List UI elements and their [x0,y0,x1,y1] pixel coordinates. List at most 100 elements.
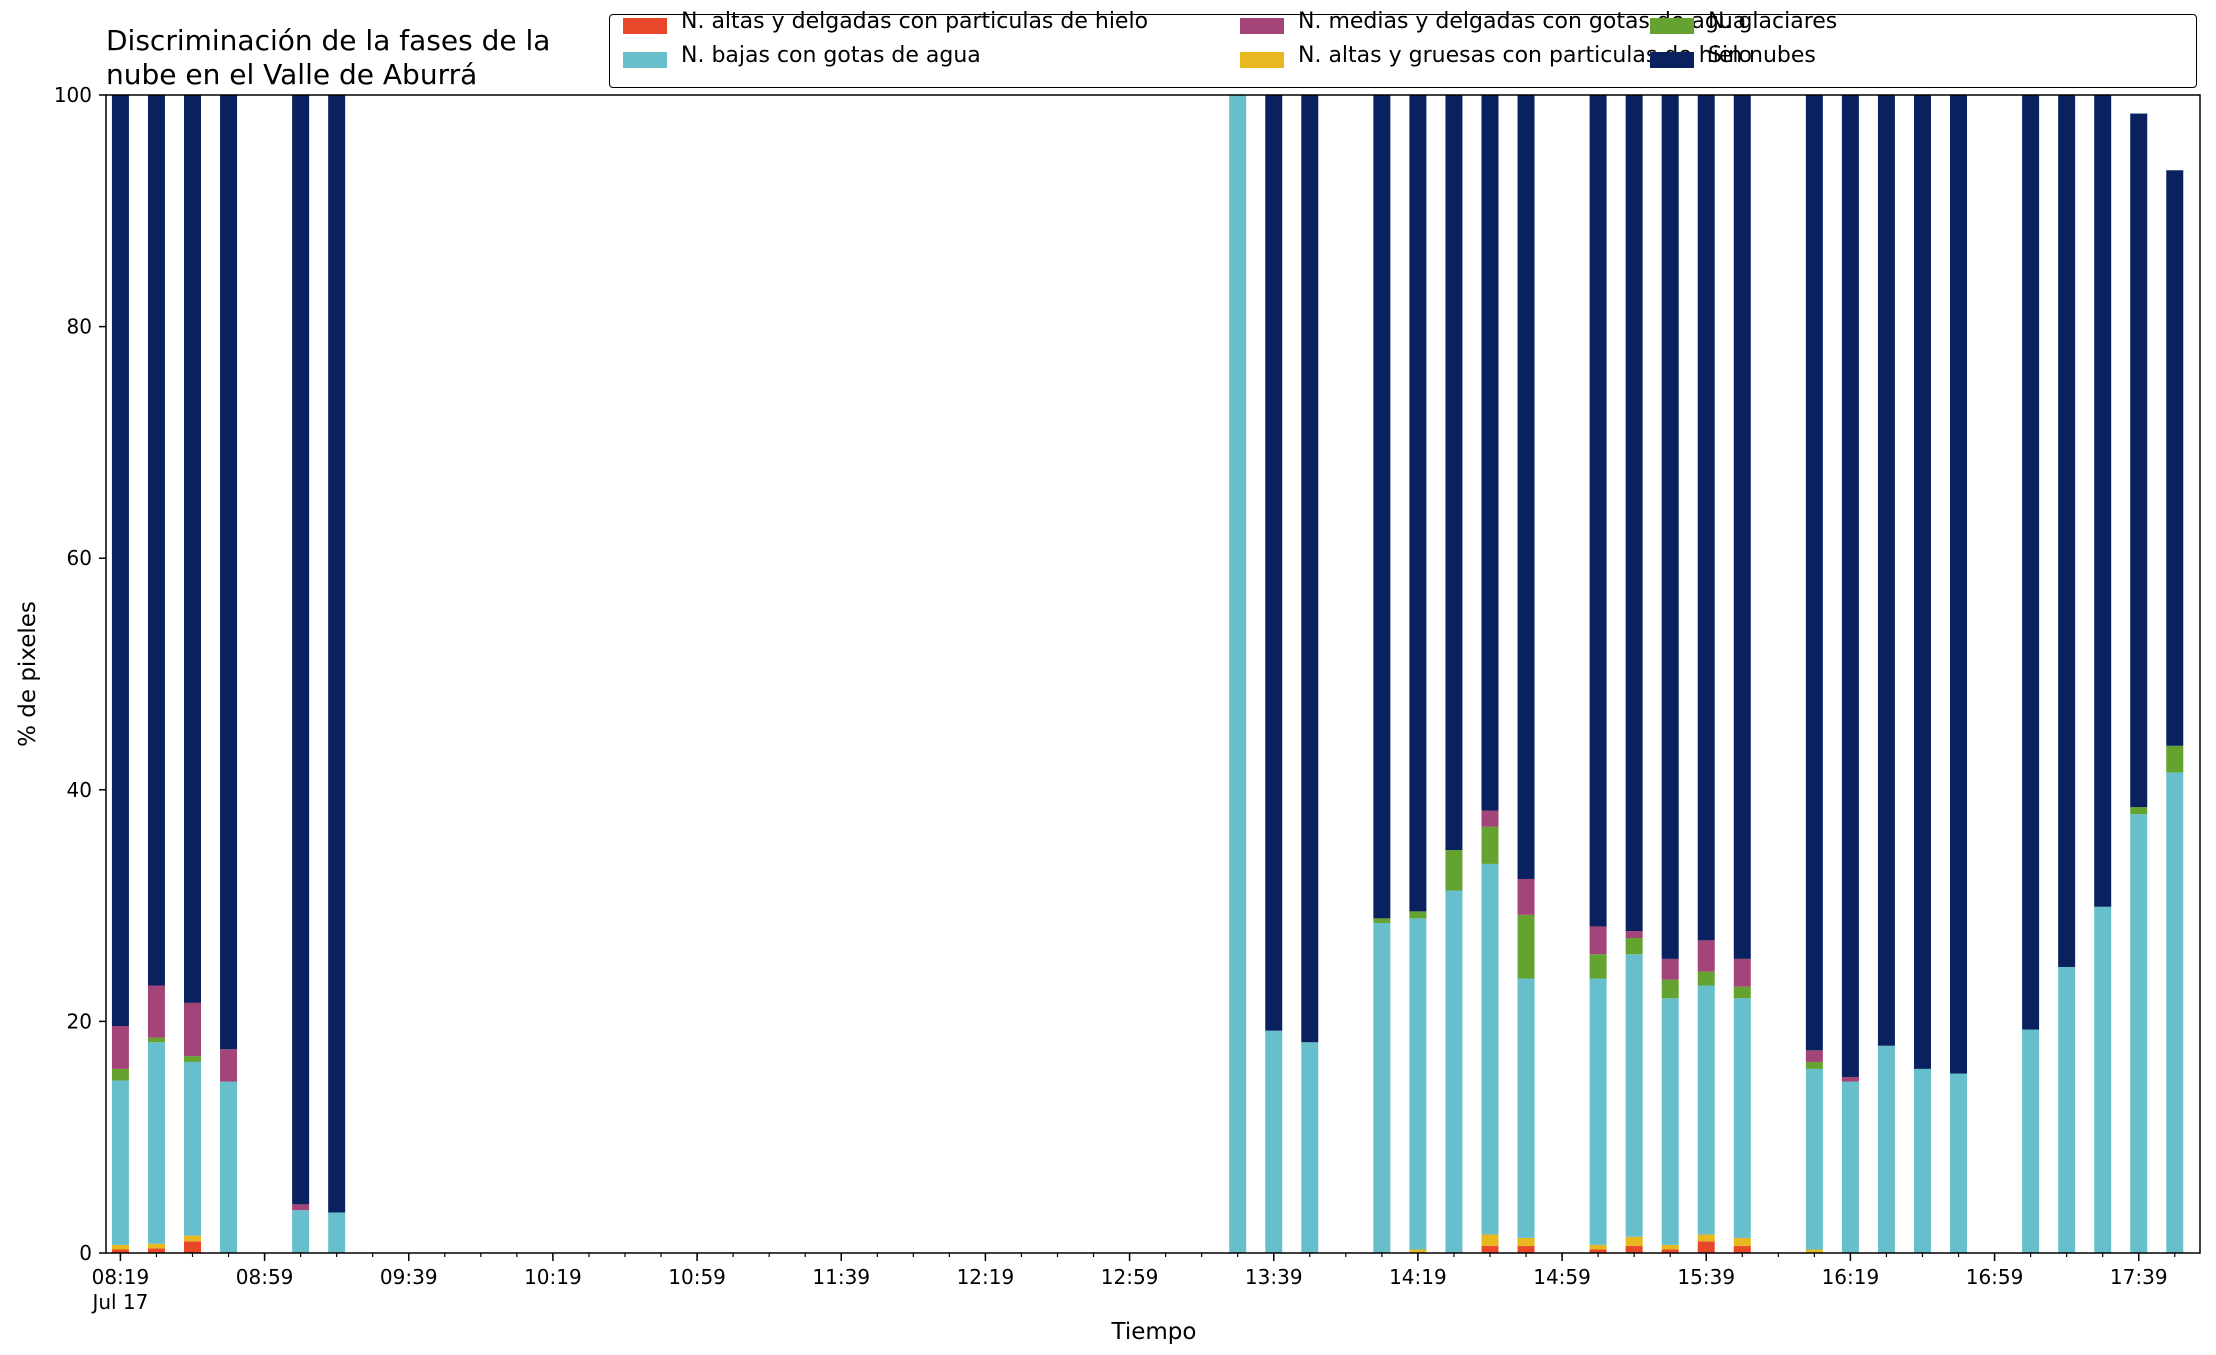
bar-segment-1609-s2 [1805,1068,1823,1250]
bar-segment-1429-s3 [1445,850,1463,891]
x-tick-label: 17:39 [2110,1265,2168,1289]
legend-swatch [1240,52,1284,68]
bar-segment-0909-s5 [292,95,310,1205]
legend-label: N. glaciares [1708,9,1838,34]
bar-segment-1409-s3 [1373,918,1391,923]
bar-segment-1729-s2 [2094,906,2112,1253]
bar-segment-1339-s5 [1265,95,1283,1031]
bar-segment-0829-s4 [147,985,165,1038]
bar-segment-1449-s2 [1517,978,1535,1238]
bar-segment-1529-s0 [1661,1249,1679,1253]
bar-segment-1609-s1 [1805,1249,1823,1253]
bar-segment-1409-s2 [1373,922,1391,1253]
bar-segment-1749-s3 [2166,745,2184,773]
bar-segment-1749-s5 [2166,170,2184,746]
bar-segment-1519-s5 [1625,95,1643,932]
bar-segment-0839-s2 [184,1061,201,1236]
bar-segment-0839-s5 [184,95,201,1003]
bar-segment-0829-s2 [147,1042,165,1244]
bar-segment-0819-s5 [111,95,129,1027]
bar-segment-1549-s0 [1733,1246,1751,1253]
x-tick-label: 16:59 [1966,1265,2024,1289]
bar-segment-1609-s5 [1805,95,1823,1051]
bar-segment-1509-s5 [1589,95,1607,927]
bar-segment-1709-s5 [2022,95,2040,1030]
bar-segment-1739-s3 [2130,807,2148,815]
bar-segment-1529-s2 [1661,998,1679,1245]
x-tick-label: 13:39 [1245,1265,1303,1289]
y-tick-label: 0 [79,1241,92,1265]
bar-segment-0909-s4 [292,1204,310,1211]
bar-segment-1539-s3 [1697,971,1715,986]
bar-segment-1429-s2 [1445,890,1463,1253]
bar-segment-1509-s1 [1589,1244,1607,1250]
bar-segment-1419-s5 [1409,95,1427,912]
bar-segment-1619-s2 [1841,1081,1859,1253]
bar-segment-0919-s2 [328,1212,346,1253]
bar-segment-1749-s2 [2166,772,2184,1253]
bar-segment-1519-s1 [1625,1236,1643,1247]
bar-segment-1619-s5 [1841,95,1859,1077]
bar-segment-1709-s2 [2022,1029,2040,1253]
x-tick-label: 14:19 [1389,1265,1447,1289]
legend-swatch [1240,18,1284,34]
bar-segment-0849-s5 [220,95,238,1050]
bar-segment-1329-s2 [1229,95,1247,1253]
bar-segment-1719-s2 [2058,966,2076,1253]
x-tick-label: 12:59 [1101,1265,1159,1289]
bar-segment-1449-s1 [1517,1237,1535,1247]
bar-segment-0819-s4 [111,1026,129,1069]
bar-segment-0829-s3 [147,1037,165,1043]
bar-segment-1339-s2 [1265,1030,1283,1253]
bar-segment-1739-s2 [2130,814,2148,1253]
x-tick-label: 10:19 [524,1265,582,1289]
bar-segment-1609-s3 [1805,1061,1823,1069]
chart-title: Discriminación de la fases de la nube en… [106,24,550,92]
legend-label: Sin nubes [1708,43,1816,68]
bar-segment-1449-s0 [1517,1246,1535,1253]
x-tick-sublabel: Jul 17 [90,1290,148,1314]
bar-segment-1519-s3 [1625,938,1643,955]
bar-segment-1439-s0 [1481,1246,1499,1253]
bar-segment-0829-s0 [147,1248,165,1253]
bar-segment-0839-s3 [184,1056,201,1062]
bar-segment-1649-s5 [1950,95,1968,1074]
bar-segment-1529-s3 [1661,979,1679,999]
bar-segment-1439-s5 [1481,95,1499,811]
bar-segment-0839-s4 [184,1002,201,1057]
bar-segment-0829-s1 [147,1243,165,1249]
bar-segment-1549-s4 [1733,958,1751,987]
bar-segment-1409-s5 [1373,95,1391,919]
chart-legend: N. altas y delgadas con particulas de hi… [609,9,2197,88]
bar-segment-1539-s5 [1697,95,1715,941]
legend-label: N. bajas con gotas de agua [681,43,981,68]
bar-segment-1439-s2 [1481,863,1499,1235]
bar-segment-0849-s2 [220,1081,238,1253]
bar-segment-1549-s1 [1733,1237,1751,1247]
bar-segment-0819-s3 [111,1068,129,1081]
x-tick-label: 11:39 [812,1265,870,1289]
legend-swatch [1650,52,1694,68]
bar-segment-1739-s5 [2130,113,2148,808]
bar-segment-1619-s4 [1841,1076,1859,1082]
bar-segment-1419-s2 [1409,918,1427,1250]
bar-segment-1509-s0 [1589,1249,1607,1253]
legend-swatch [623,18,667,34]
bar-segment-1419-s3 [1409,911,1427,919]
x-tick-label: 15:39 [1677,1265,1735,1289]
bar-segment-1419-s1 [1409,1249,1427,1253]
chart-title-line-2: nube en el Valle de Aburrá [106,58,478,91]
y-tick-label: 100 [54,83,92,107]
y-tick-label: 40 [67,778,92,802]
bar-segment-1449-s4 [1517,878,1535,915]
bar-segment-1509-s2 [1589,978,1607,1245]
legend-swatch [623,52,667,68]
bar-segment-1439-s4 [1481,810,1499,827]
bar-segment-0849-s4 [220,1049,238,1082]
chart-title-line-1: Discriminación de la fases de la [106,24,551,57]
y-tick-label: 60 [67,546,92,570]
y-tick-label: 80 [67,315,92,339]
bar-segment-1439-s3 [1481,826,1499,864]
bar-segment-1549-s5 [1733,95,1751,959]
